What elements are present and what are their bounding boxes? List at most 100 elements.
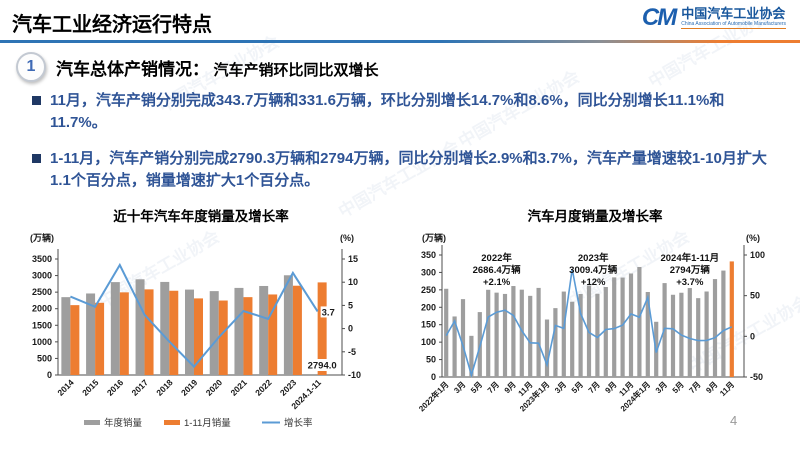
jan-nov-sales-bar [70, 305, 80, 375]
annual-sales-chart: 近十年汽车年度销量及增长率 0 500 1000 1500 2000 2500 3000 35… [12, 205, 390, 437]
monthly-sales-bar [460, 299, 466, 377]
monthly-sales-bar [561, 291, 566, 377]
jan-nov-sales-bar [144, 289, 154, 375]
header-divider [0, 40, 800, 43]
logo-org-name: 中国汽车工业协会 [681, 5, 786, 21]
monthly-sales-bar [494, 292, 499, 377]
svg-text:2000: 2000 [32, 304, 52, 314]
svg-text:11月: 11月 [718, 380, 736, 398]
legend-gray-swatch [84, 420, 100, 425]
monthly-sales-bar [628, 273, 634, 377]
monthly-sales-chart: 汽车月度销量及增长率 0 50 100 150 200 250 300 350 -50 0 50 10… [400, 205, 790, 437]
monthly-sales-bar [645, 291, 650, 377]
monthly-sales-bar [712, 279, 718, 377]
year-summary-annotation: 2023年 [578, 252, 609, 264]
monthly-sales-bar [536, 287, 541, 377]
section-title: 汽车总体产销情况： [56, 59, 209, 79]
svg-text:50: 50 [750, 291, 760, 301]
monthly-sales-bar [486, 289, 491, 377]
monthly-sales-bar [721, 270, 726, 377]
annual-sales-bar [234, 287, 244, 375]
svg-text:7月: 7月 [587, 380, 602, 395]
svg-text:增长率: 增长率 [284, 417, 313, 429]
monthly-sales-bar [452, 316, 457, 377]
svg-text:7月: 7月 [486, 380, 501, 395]
svg-text:5月: 5月 [671, 380, 686, 395]
jan-nov-sales-bar [218, 300, 228, 375]
bullet-item: 1-11月，汽车产销分别完成2790.3万辆和2794万辆，同比分别增长2.9%… [32, 148, 778, 192]
svg-text:3月: 3月 [553, 380, 568, 395]
svg-text:2022: 2022 [253, 377, 274, 398]
svg-text:2014: 2014 [55, 377, 76, 398]
monthly-sales-bar [729, 261, 734, 377]
year-summary-annotation: 2686.4万辆 [473, 264, 522, 276]
svg-text:2022年1月: 2022年1月 [416, 379, 450, 413]
org-logo: CM 中国汽车工业协会 China Association of Automob… [642, 6, 786, 30]
monthly-sales-bar [578, 293, 583, 377]
page-title: 汽车工业经济运行特点 [12, 14, 212, 36]
svg-text:150: 150 [421, 320, 436, 330]
year-summary-annotation: 2022年 [481, 252, 512, 264]
svg-text:2023: 2023 [278, 377, 299, 398]
svg-text:3月: 3月 [654, 380, 669, 395]
section-number-badge: 1 [16, 52, 46, 82]
monthly-sales-bar [612, 277, 617, 377]
monthly-sales-bar [544, 319, 550, 377]
monthly-sales-bar [603, 286, 608, 377]
jan-nov-sales-bar [194, 298, 203, 375]
svg-text:2021: 2021 [228, 377, 249, 398]
svg-text:2016: 2016 [105, 377, 126, 398]
svg-text:2015: 2015 [80, 377, 101, 398]
monthly-sales-bar [444, 288, 449, 377]
annual-sales-bar [283, 275, 293, 375]
jan-nov-sales-bar [292, 285, 302, 375]
annual-sales-bar [259, 285, 269, 375]
svg-text:0: 0 [750, 331, 755, 341]
svg-text:0: 0 [431, 372, 436, 382]
monthly-sales-bar [511, 286, 516, 377]
svg-text:100: 100 [421, 337, 436, 347]
monthly-sales-bar [595, 293, 600, 377]
year-summary-annotation: 2024年1-11月 [660, 252, 719, 264]
jan-nov-sales-bar [95, 302, 105, 375]
svg-text:1500: 1500 [32, 320, 52, 330]
svg-text:2500: 2500 [32, 287, 52, 297]
growth-rate-line [70, 262, 319, 369]
annual-sales-bar [61, 297, 71, 375]
section-subtitle: 汽车产销环比同比双增长 [213, 61, 379, 79]
annual-sales-bar [185, 289, 194, 375]
annual-sales-bar [160, 281, 170, 375]
svg-text:(%): (%) [340, 233, 354, 243]
svg-text:2019: 2019 [179, 377, 200, 398]
jan-nov-sales-bar [317, 282, 327, 375]
jan-nov-sales-bar [119, 292, 129, 375]
svg-text:100: 100 [750, 250, 765, 260]
line-end-label: 3.7 [322, 307, 335, 318]
jan-nov-sales-bar [169, 290, 179, 375]
svg-text:2018: 2018 [154, 377, 175, 398]
annual-sales-bar [209, 291, 219, 375]
svg-text:50: 50 [426, 355, 436, 365]
annual-sales-bar [135, 279, 145, 375]
monthly-sales-bar [704, 291, 709, 377]
svg-text:0: 0 [348, 324, 353, 334]
monthly-sales-bar [570, 301, 575, 377]
monthly-sales-bar [696, 298, 701, 377]
growth-rate-line [445, 268, 733, 378]
svg-text:300: 300 [421, 267, 436, 277]
monthly-sales-bar [637, 266, 642, 377]
annual-sales-bar [110, 282, 120, 375]
svg-text:9月: 9月 [603, 380, 618, 395]
monthly-sales-bar [528, 295, 533, 377]
annual-chart-title: 近十年汽车年度销量及增长率 [113, 209, 289, 224]
annual-sales-bar [86, 293, 96, 375]
svg-text:3月: 3月 [452, 380, 467, 395]
monthly-sales-bar [687, 288, 692, 377]
bullet-item: 11月，汽车产销分别完成343.7万辆和331.6万辆，环比分别增长14.7%和… [32, 90, 778, 134]
year-summary-annotation: +2.1% [483, 277, 511, 288]
svg-text:15: 15 [348, 254, 358, 264]
svg-text:200: 200 [421, 302, 436, 312]
svg-text:年度销量: 年度销量 [104, 417, 143, 429]
monthly-sales-bar [553, 308, 558, 377]
